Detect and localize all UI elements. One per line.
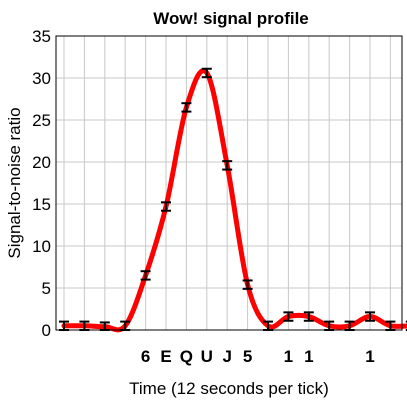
y-tick-label: 30: [32, 69, 51, 88]
y-tick-label: 35: [32, 27, 51, 46]
y-tick-label: 10: [32, 237, 51, 256]
x-tick-code: 1: [304, 347, 313, 366]
series: [61, 68, 407, 333]
plot-frame: [55, 35, 403, 331]
error-bar: [161, 201, 171, 212]
grid: [56, 35, 402, 331]
chart-title: Wow! signal profile: [153, 9, 309, 28]
error-bar: [140, 270, 151, 281]
y-tick-label: 20: [32, 153, 51, 172]
error-bar: [283, 311, 294, 322]
y-tick-label: 25: [32, 111, 51, 130]
error-bar: [222, 160, 233, 171]
x-tick-code: 6: [141, 347, 150, 366]
error-bar: [303, 311, 314, 322]
y-tick-label: 15: [32, 195, 51, 214]
x-tick-code: J: [222, 347, 231, 366]
y-tick-label: 0: [42, 321, 51, 340]
x-axis-label: Time (12 seconds per tick): [129, 379, 329, 398]
error-bar: [242, 279, 253, 290]
y-tick-label: 5: [42, 279, 51, 298]
error-bar: [365, 311, 375, 322]
y-axis-label: Signal-to-noise ratio: [5, 107, 24, 258]
error-bar: [201, 67, 212, 79]
error-bar: [181, 102, 192, 113]
y-axis-ticks: 0 5 10 15 20 25 30 35: [32, 27, 51, 340]
x-tick-code: Q: [180, 347, 193, 366]
x-tick-code: 1: [284, 347, 293, 366]
x-tick-code: 1: [365, 347, 374, 366]
x-tick-code: 5: [243, 347, 252, 366]
signal-line: [61, 68, 407, 333]
x-tick-code: E: [160, 347, 171, 366]
x-tick-code: U: [201, 347, 213, 366]
